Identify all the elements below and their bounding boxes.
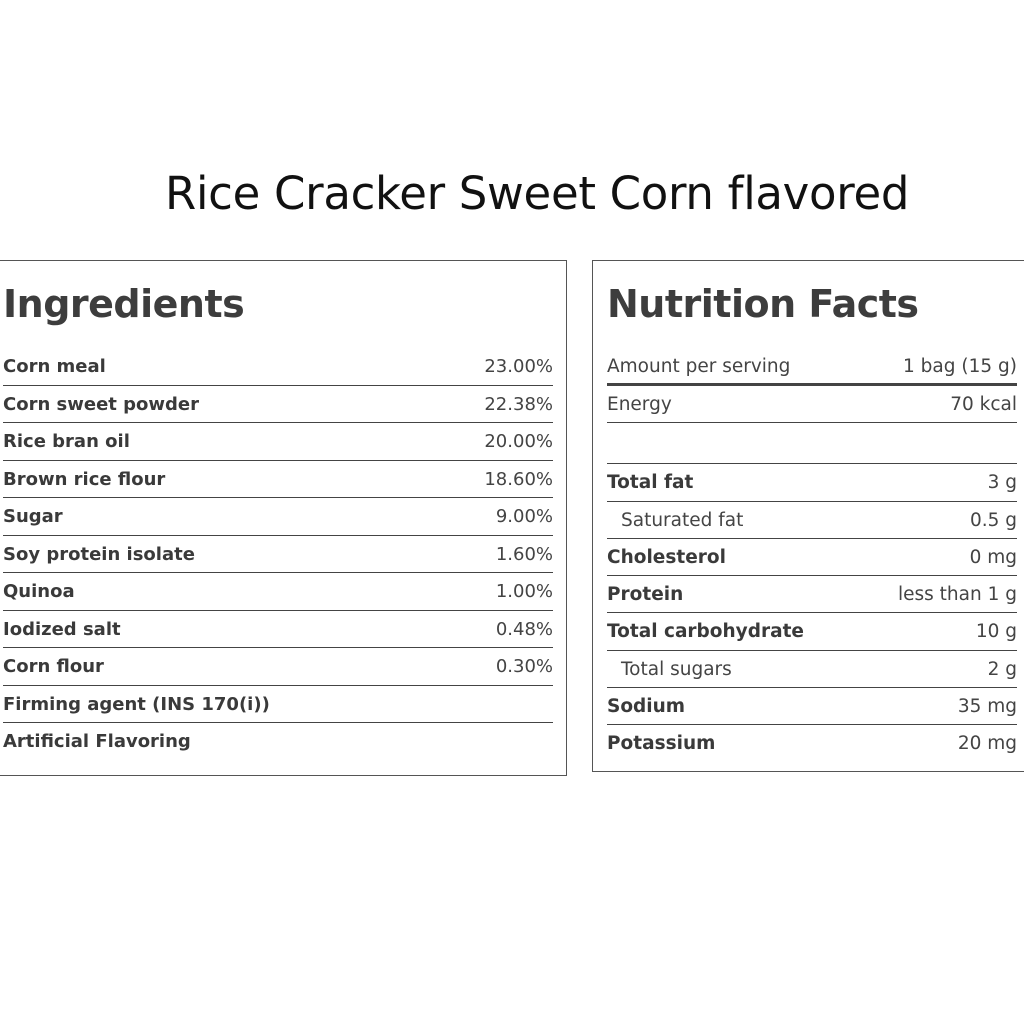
serving-row: Amount per serving 1 bag (15 g) — [607, 348, 1017, 386]
ingredient-name: Corn flour — [3, 656, 104, 677]
nutrient-value: 20 mg — [957, 733, 1017, 755]
ingredient-row: Corn meal 23.00% — [3, 348, 553, 386]
nutrient-row: Cholesterol 0 mg — [607, 539, 1017, 577]
nutrient-value: 10 g — [975, 621, 1017, 643]
ingredient-row: Corn sweet powder 22.38% — [3, 386, 553, 423]
page-title: Rice Cracker Sweet Corn flavored — [165, 167, 910, 220]
spacer-row — [607, 423, 1017, 465]
ingredients-panel: Ingredients Corn meal 23.00% Corn sweet … — [0, 260, 567, 776]
ingredient-name: Corn sweet powder — [3, 393, 200, 415]
nutrient-row: Total carbohydrate 10 g — [607, 613, 1017, 651]
nutrient-name: Cholesterol — [607, 546, 726, 568]
ingredient-name: Quinoa — [3, 581, 75, 602]
ingredient-row: Iodized salt 0.48% — [3, 611, 553, 648]
nutrient-value: 0 mg — [969, 546, 1017, 568]
nutrient-value: 35 mg — [957, 696, 1017, 718]
ingredient-name: Soy protein isolate — [3, 543, 195, 565]
ingredient-percentage: 18.60% — [484, 468, 553, 490]
ingredient-row: Artificial Flavoring — [3, 723, 553, 760]
ingredient-percentage: 0.30% — [495, 656, 553, 677]
ingredient-name: Corn meal — [3, 356, 106, 377]
ingredient-row: Firming agent (INS 170(i)) — [3, 686, 553, 723]
ingredient-row: Quinoa 1.00% — [3, 573, 553, 611]
nutrition-heading: Nutrition Facts — [607, 282, 919, 326]
nutrient-name: Protein — [607, 584, 684, 606]
energy-label: Energy — [607, 394, 672, 415]
nutrient-row: Protein less than 1 g — [607, 576, 1017, 614]
nutrition-list: Amount per serving 1 bag (15 g) Energy 7… — [607, 348, 1017, 762]
ingredient-percentage: 20.00% — [484, 431, 553, 452]
ingredient-percentage: 1.00% — [495, 581, 553, 602]
ingredient-percentage: 0.48% — [495, 618, 553, 640]
ingredient-name: Artificial Flavoring — [3, 731, 191, 752]
ingredients-list: Corn meal 23.00% Corn sweet powder 22.38… — [3, 348, 553, 760]
energy-row: Energy 70 kcal — [607, 386, 1017, 424]
serving-value: 1 bag (15 g) — [903, 356, 1017, 377]
nutrient-name: Potassium — [607, 733, 716, 755]
ingredient-percentage: 1.60% — [495, 543, 553, 565]
ingredient-name: Sugar — [3, 506, 63, 527]
ingredient-name: Firming agent (INS 170(i)) — [3, 693, 270, 715]
energy-value: 70 kcal — [950, 394, 1017, 415]
nutrient-name: Total fat — [607, 472, 694, 494]
ingredient-row: Brown rice flour 18.60% — [3, 461, 553, 498]
ingredient-name: Rice bran oil — [3, 431, 130, 452]
ingredient-row: Corn flour 0.30% — [3, 648, 553, 686]
ingredient-percentage: 9.00% — [495, 506, 553, 527]
ingredient-row: Sugar 9.00% — [3, 498, 553, 536]
ingredient-row: Rice bran oil 20.00% — [3, 423, 553, 461]
nutrient-row: Total fat 3 g — [607, 464, 1017, 502]
nutrient-row: Potassium 20 mg — [607, 725, 1017, 761]
nutrient-value: 3 g — [987, 472, 1017, 494]
nutrient-value: 2 g — [987, 658, 1017, 680]
ingredient-percentage: 22.38% — [484, 393, 553, 415]
serving-label: Amount per serving — [607, 356, 791, 377]
nutrient-name: Sodium — [607, 696, 686, 718]
ingredients-heading: Ingredients — [3, 282, 245, 326]
nutrient-name: Total carbohydrate — [607, 621, 804, 643]
nutrient-name: Saturated fat — [621, 509, 744, 531]
ingredient-name: Brown rice flour — [3, 468, 166, 490]
nutrient-row: Saturated fat 0.5 g — [607, 502, 1017, 539]
nutrient-value: 0.5 g — [969, 509, 1017, 531]
nutrient-value: less than 1 g — [898, 584, 1017, 606]
ingredient-name: Iodized salt — [3, 618, 121, 640]
nutrient-name: Total sugars — [621, 658, 732, 680]
nutrition-facts-panel: Nutrition Facts Amount per serving 1 bag… — [592, 260, 1024, 772]
ingredient-percentage: 23.00% — [484, 356, 553, 377]
nutrient-row: Total sugars 2 g — [607, 651, 1017, 689]
ingredient-row: Soy protein isolate 1.60% — [3, 536, 553, 573]
nutrient-row: Sodium 35 mg — [607, 688, 1017, 726]
